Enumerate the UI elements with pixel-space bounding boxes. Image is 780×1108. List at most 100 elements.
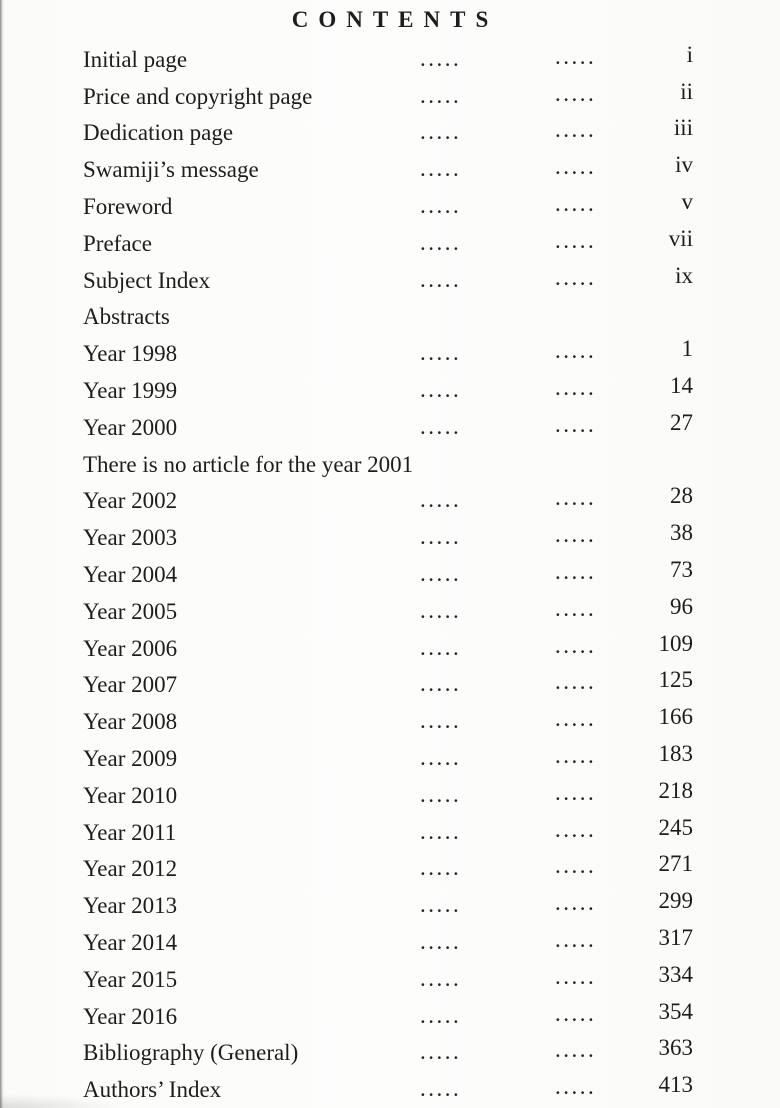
toc-entry-label: Year 2000 xyxy=(83,414,178,440)
toc-row: Year 1998.......... 1 xyxy=(83,335,693,372)
toc-entry-label: Year 2006 xyxy=(83,635,178,661)
page-number: 354 xyxy=(658,998,694,1024)
dot-leader: ..... xyxy=(555,338,597,364)
dot-leader: ..... xyxy=(420,634,462,660)
toc-entry-label: Year 2012 xyxy=(83,856,178,882)
page-number: 299 xyxy=(658,888,694,914)
dot-leader: ..... xyxy=(555,963,597,989)
toc-row: Year 2012.......... 271 xyxy=(83,851,693,888)
toc-entry-label: Year 2011 xyxy=(83,819,177,845)
dot-leader: ..... xyxy=(420,156,462,182)
page-number: 245 xyxy=(658,814,694,840)
dot-leader: ..... xyxy=(420,855,462,881)
page-number: 183 xyxy=(658,741,694,767)
dot-leader: ..... xyxy=(420,818,462,844)
page-number: 363 xyxy=(658,1035,694,1061)
toc-row: Bibliography (General).......... 363 xyxy=(83,1035,693,1072)
toc-entry-label: Preface xyxy=(83,230,152,256)
dot-leader: ..... xyxy=(420,561,462,587)
toc-row: Initial page.......... i xyxy=(83,41,693,78)
toc-entry-label: Dedication page xyxy=(83,120,234,146)
toc-entry-label: Year 2014 xyxy=(83,930,178,956)
toc-row: Subject Index.......... ix xyxy=(83,262,693,299)
page-number: 109 xyxy=(658,630,694,656)
dot-leader: ..... xyxy=(555,706,597,732)
dot-leader: ..... xyxy=(420,708,462,734)
contents-header: CONTENTS xyxy=(0,0,780,37)
dot-leader: ..... xyxy=(555,743,597,769)
dot-leader: ..... xyxy=(555,154,597,180)
toc-row: Year 2014.......... 317 xyxy=(83,924,693,961)
dot-leader: ..... xyxy=(420,892,462,918)
page-number: vii xyxy=(668,225,693,251)
page-number: 334 xyxy=(658,961,694,987)
dot-leader: ..... xyxy=(420,745,462,771)
dot-leader: ..... xyxy=(555,411,597,437)
page-number: 27 xyxy=(670,409,693,435)
toc-entry-label: Year 2010 xyxy=(83,782,178,808)
dot-leader: ..... xyxy=(420,82,462,108)
dot-leader: ..... xyxy=(420,781,462,807)
dot-leader: ..... xyxy=(555,375,597,401)
toc-row: Dedication page.......... iii xyxy=(83,115,693,152)
toc-entry-label: Year 2005 xyxy=(83,598,178,624)
toc-row: Year 2015.......... 334 xyxy=(83,961,693,998)
dot-leader: ..... xyxy=(555,1000,597,1026)
page-number: 125 xyxy=(658,667,694,693)
toc-entry-label: Initial page xyxy=(83,46,188,72)
page-number: iii xyxy=(673,115,693,141)
dot-leader: ..... xyxy=(420,193,462,219)
toc-row: Year 2013.......... 299 xyxy=(83,887,693,924)
dot-leader: ..... xyxy=(420,524,462,550)
page-number: 317 xyxy=(658,925,694,951)
toc-row: Year 2000.......... 27 xyxy=(83,409,693,446)
dot-leader: ..... xyxy=(420,1002,462,1028)
page-number: 73 xyxy=(670,557,693,583)
dot-leader: ..... xyxy=(420,965,462,991)
toc-row: Year 2004.......... 73 xyxy=(83,556,693,593)
dot-leader: ..... xyxy=(555,632,597,658)
toc-entry-label: Year 2002 xyxy=(83,488,178,514)
toc-entry-label: Year 2007 xyxy=(83,672,178,698)
dot-leader: ..... xyxy=(420,1076,462,1102)
toc-row: Year 2010.......... 218 xyxy=(83,777,693,814)
toc-row: Year 2003.......... 38 xyxy=(83,519,693,556)
page-number: v xyxy=(681,189,694,215)
toc-entry-label: Year 1999 xyxy=(83,378,178,404)
toc-row: Year 2008.......... 166 xyxy=(83,703,693,740)
dot-leader: ..... xyxy=(555,669,597,695)
toc-entry-label: Foreword xyxy=(83,194,173,220)
toc-row: Preface.......... vii xyxy=(83,225,693,262)
page-number: 38 xyxy=(670,520,693,546)
dot-leader: ..... xyxy=(555,559,597,585)
toc-entry-label: Year 2009 xyxy=(83,746,178,772)
toc-entry-label: Year 2004 xyxy=(83,562,178,588)
dot-leader: ..... xyxy=(420,597,462,623)
dot-leader: ..... xyxy=(555,890,597,916)
toc-entry-label: Price and copyright page xyxy=(83,83,313,109)
dot-leader: ..... xyxy=(555,80,597,106)
toc-row: Swamiji’s message.......... iv xyxy=(83,151,693,188)
page-number: i xyxy=(686,41,693,67)
dot-leader: ..... xyxy=(555,117,597,143)
dot-leader: ..... xyxy=(420,929,462,955)
dot-leader: ..... xyxy=(555,816,597,842)
dot-leader: ..... xyxy=(555,43,597,69)
toc-row: Year 2006.......... 109 xyxy=(83,630,693,667)
dot-leader: ..... xyxy=(420,229,462,255)
dot-leader: ..... xyxy=(555,522,597,548)
dot-leader: ..... xyxy=(420,413,462,439)
toc-row: Year 2002.......... 28 xyxy=(83,483,693,520)
toc-row: Year 2005.......... 96 xyxy=(83,593,693,630)
dot-leader: ..... xyxy=(420,119,462,145)
page-number: 96 xyxy=(670,593,693,619)
dot-leader: ..... xyxy=(555,779,597,805)
page-number: ix xyxy=(675,262,693,288)
dot-leader: ..... xyxy=(420,1039,462,1065)
dot-leader: ..... xyxy=(420,340,462,366)
dot-leader: ..... xyxy=(555,485,597,511)
page-title: CONTENTS xyxy=(291,7,499,32)
toc-entry-label: Year 2016 xyxy=(83,1003,178,1029)
toc-entry-label: Year 2003 xyxy=(83,525,178,551)
toc-entry-label: Bibliography (General) xyxy=(83,1040,299,1066)
